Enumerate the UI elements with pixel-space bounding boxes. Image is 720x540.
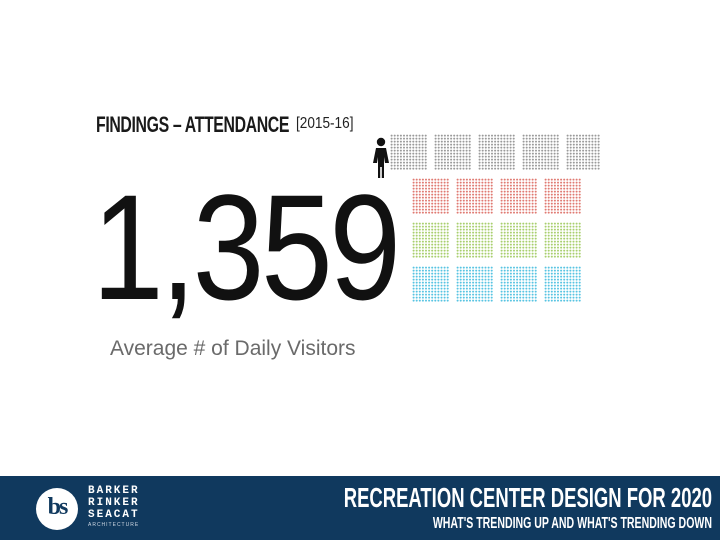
pictogram-block: [544, 266, 581, 302]
daily-visitors-number: 1,359: [92, 163, 401, 331]
year-label: [2015-16]: [296, 115, 354, 132]
visitor-pictogram-grid: [390, 134, 600, 302]
pictogram-block: [500, 266, 537, 302]
pictogram-block: [456, 222, 493, 258]
pictogram-block: [412, 266, 449, 302]
pictogram-block: [478, 134, 515, 170]
logo-word: SEACAT: [88, 509, 140, 521]
daily-visitors-caption: Average # of Daily Visitors: [110, 337, 356, 360]
pictogram-block: [500, 178, 537, 214]
pictogram-block: [544, 178, 581, 214]
company-name: BARKER RINKER SEACAT ARCHITECTURE: [88, 485, 140, 528]
pictogram-block: [544, 222, 581, 258]
presentation-title: RECREATION CENTER DESIGN FOR 2020: [343, 482, 712, 513]
pictogram-block: [412, 222, 449, 258]
pictogram-block: [412, 178, 449, 214]
pictogram-block: [500, 222, 537, 258]
pictogram-block: [456, 266, 493, 302]
pictogram-block: [390, 134, 427, 170]
pictogram-block: [566, 134, 600, 170]
pictogram-block: [434, 134, 471, 170]
company-logo: bs: [36, 488, 78, 530]
logo-subtitle: ARCHITECTURE: [88, 522, 140, 528]
logo-word: BARKER: [88, 485, 140, 497]
person-icon: [373, 137, 389, 178]
pictogram-block: [522, 134, 559, 170]
footer-banner: bs BARKER RINKER SEACAT ARCHITECTURE REC…: [0, 476, 720, 540]
logo-initials: bs: [47, 494, 69, 520]
pictogram-block: [456, 178, 493, 214]
slide-heading: FINDINGS – ATTENDANCE: [96, 112, 290, 137]
logo-word: RINKER: [88, 497, 140, 509]
presentation-subtitle: WHAT'S TRENDING UP AND WHAT'S TRENDING D…: [432, 515, 712, 532]
